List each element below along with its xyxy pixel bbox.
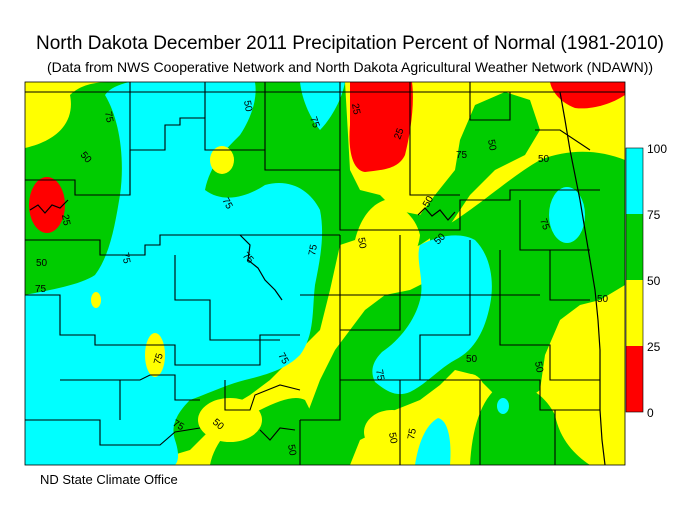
legend-swatch-50-75 <box>626 214 643 280</box>
contour-label: 75 <box>152 352 166 366</box>
region-0-25-northwest <box>29 177 65 233</box>
legend-tick-label: 25 <box>647 340 661 354</box>
contour-label: 75 <box>406 427 419 440</box>
credit-text: ND State Climate Office <box>40 472 178 487</box>
county-boundaries <box>25 82 625 465</box>
region-75-100-northeast <box>549 187 585 243</box>
region-75-100-southeast <box>415 418 451 465</box>
contour-label: 50 <box>386 432 399 445</box>
contour-label: 75 <box>219 196 234 212</box>
contour-label: 75 <box>307 115 321 130</box>
region-75-100-southeast-small <box>497 398 509 414</box>
region-25-50-south-central <box>364 410 420 454</box>
legend-tick-label: 75 <box>647 208 661 222</box>
region-25-50-southeast <box>456 374 484 406</box>
legend-swatch-75-100 <box>626 148 643 214</box>
map-title: North Dakota December 2011 Precipitation… <box>35 33 665 54</box>
contour-label: 75 <box>119 252 132 265</box>
region-25-50-southwest <box>198 398 262 442</box>
legend-tick-label: 50 <box>647 274 661 288</box>
region-25-50-central <box>355 200 420 272</box>
contour-label: 50 <box>36 258 48 269</box>
contour-label: 50 <box>355 237 368 250</box>
contour-label: 75 <box>102 111 115 124</box>
contour-label: 50 <box>285 444 298 457</box>
contour-label: 75 <box>456 150 468 161</box>
state-outline <box>24 81 626 466</box>
contour-label: 25 <box>392 126 406 141</box>
contour-label: 75 <box>35 284 47 295</box>
legend-border <box>625 147 644 413</box>
region-0-25-northeast <box>550 82 625 109</box>
contour-label: 50 <box>421 194 436 210</box>
contour-label: 50 <box>597 294 609 305</box>
legend: 100 75 50 25 0 <box>625 142 667 420</box>
region-25-50-central-small <box>210 146 234 174</box>
contour-label: 75 <box>307 243 320 256</box>
legend-tick-label: 0 <box>647 406 654 420</box>
contour-label: 75 <box>171 418 187 433</box>
rivers <box>29 91 606 465</box>
region-25-50-west-small <box>91 292 101 308</box>
legend-tick-label: 100 <box>647 142 667 156</box>
legend-swatch-0-25 <box>626 346 643 412</box>
region-0-25-north <box>349 82 413 172</box>
contour-labels: 75 50 25 75 50 25 25 50 75 50 50 75 50 7… <box>35 100 609 457</box>
contour-label: 25 <box>59 214 72 227</box>
contour-label: 75 <box>275 351 290 367</box>
region-75-100-northcentral <box>300 82 345 130</box>
region-75-100-west <box>25 82 323 465</box>
contour-label: 75 <box>373 369 386 382</box>
legend-swatch-25-50 <box>626 280 643 346</box>
map-subtitle: (Data from NWS Cooperative Network and N… <box>46 59 654 75</box>
contour-label: 25 <box>349 103 362 116</box>
contour-label: 50 <box>538 154 550 165</box>
contour-label: 50 <box>485 139 498 152</box>
contour-label: 50 <box>466 354 478 365</box>
contour-label: 75 <box>537 217 551 232</box>
contour-label: 50 <box>241 100 254 113</box>
region-25-50-southwest2 <box>145 333 165 377</box>
region-75-100-east <box>372 235 492 395</box>
contour-label: 50 <box>532 361 545 374</box>
